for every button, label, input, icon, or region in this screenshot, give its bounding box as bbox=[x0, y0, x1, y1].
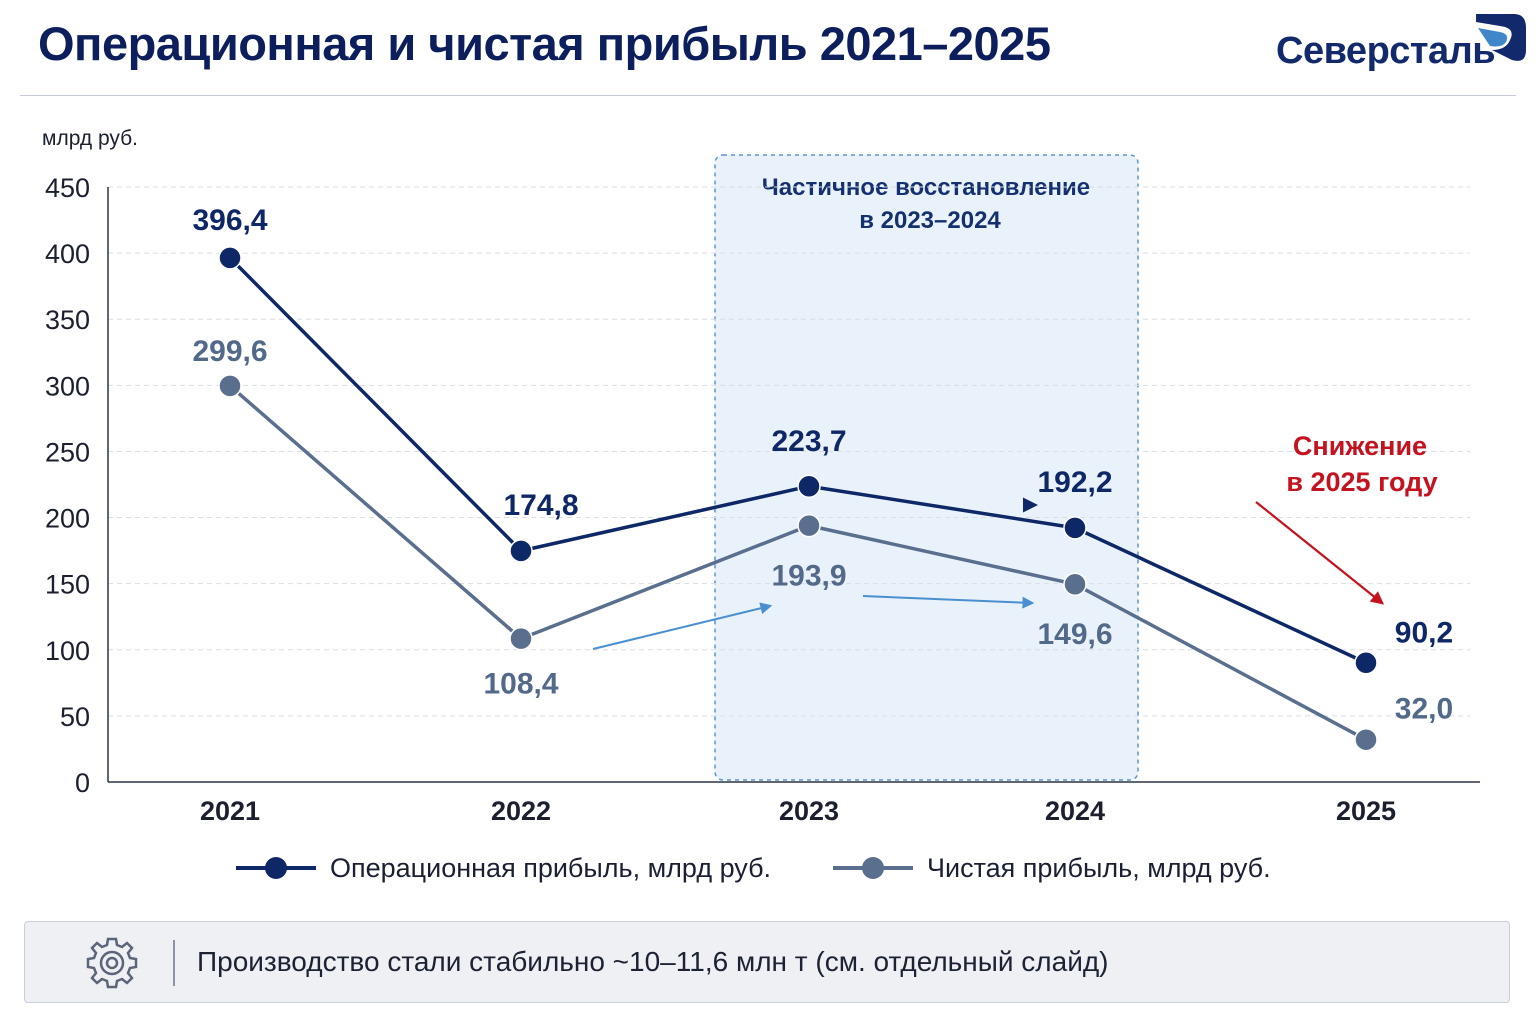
x-tick-label: 2024 bbox=[1045, 796, 1105, 826]
net-value-label: 193,9 bbox=[771, 560, 846, 593]
x-tick-label: 2022 bbox=[491, 796, 551, 826]
footer-note-text: Производство стали стабильно ~10–11,6 мл… bbox=[197, 946, 1109, 977]
page-title: Операционная и чистая прибыль 2021–2025 bbox=[38, 17, 1051, 70]
x-tick-label: 2025 bbox=[1336, 796, 1396, 826]
legend-swatch-operating bbox=[236, 857, 316, 879]
footer-note-box: Производство стали стабильно ~10–11,6 мл… bbox=[24, 921, 1510, 1003]
decline-arrow bbox=[1255, 501, 1385, 605]
brand-name: Северсталь bbox=[1276, 30, 1496, 72]
net-point bbox=[797, 513, 821, 538]
operating-value-label: 90,2 bbox=[1395, 617, 1453, 650]
operating-point bbox=[509, 539, 533, 563]
severstal-logo-icon bbox=[1476, 14, 1526, 61]
legend-label-operating: Операционная прибыль, млрд руб. bbox=[330, 852, 772, 883]
legend-label-net: Чистая прибыль, млрд руб. bbox=[927, 852, 1271, 883]
y-tick-label: 150 bbox=[45, 570, 90, 600]
decline-annotation-line-2: в 2025 году bbox=[1286, 467, 1437, 497]
trend-arrow bbox=[592, 602, 773, 650]
operating-point bbox=[1354, 650, 1378, 675]
operating-point bbox=[218, 246, 242, 270]
y-tick-label: 350 bbox=[45, 305, 90, 335]
y-tick-label: 100 bbox=[45, 636, 90, 666]
legend-item-operating: Операционная прибыль, млрд руб. bbox=[236, 848, 771, 888]
net-point bbox=[1063, 572, 1087, 596]
recovery-annotation-line-2: в 2023–2024 bbox=[859, 207, 1001, 234]
y-tick-label: 50 bbox=[60, 702, 90, 732]
operating-value-label: 174,8 bbox=[503, 489, 578, 522]
net-value-label: 32,0 bbox=[1395, 693, 1453, 726]
gear-icon bbox=[86, 937, 138, 989]
operating-value-label: 396,4 bbox=[192, 204, 267, 237]
x-tick-label: 2021 bbox=[200, 796, 260, 826]
operating-value-label: 223,7 bbox=[771, 425, 846, 458]
trend-arrow bbox=[862, 595, 1035, 609]
y-tick-label: 250 bbox=[45, 437, 90, 467]
net-value-label: 108,4 bbox=[483, 668, 558, 701]
net-value-label: 149,6 bbox=[1037, 618, 1112, 651]
y-axis-unit-label: млрд руб. bbox=[42, 127, 138, 150]
y-tick-label: 450 bbox=[45, 173, 90, 203]
operating-point bbox=[1063, 516, 1087, 540]
y-tick-label: 200 bbox=[45, 504, 90, 534]
net-point bbox=[218, 374, 242, 398]
footer-divider bbox=[173, 940, 175, 986]
net-point bbox=[1354, 727, 1378, 752]
operating-point bbox=[797, 474, 821, 498]
x-tick-label: 2023 bbox=[779, 796, 839, 826]
header-divider bbox=[20, 95, 1516, 96]
recovery-highlight-region bbox=[714, 154, 1139, 781]
legend-item-net: Чистая прибыль, млрд руб. bbox=[833, 848, 1271, 888]
decline-annotation-line-1: Снижение bbox=[1293, 431, 1427, 461]
y-tick-label: 300 bbox=[45, 371, 90, 401]
operating-value-label: 192,2 bbox=[1037, 466, 1112, 499]
net-point bbox=[509, 626, 533, 651]
y-tick-label: 0 bbox=[75, 768, 90, 798]
y-tick-label: 400 bbox=[45, 239, 90, 269]
net-value-label: 299,6 bbox=[192, 335, 267, 368]
legend-swatch-net bbox=[833, 857, 913, 879]
